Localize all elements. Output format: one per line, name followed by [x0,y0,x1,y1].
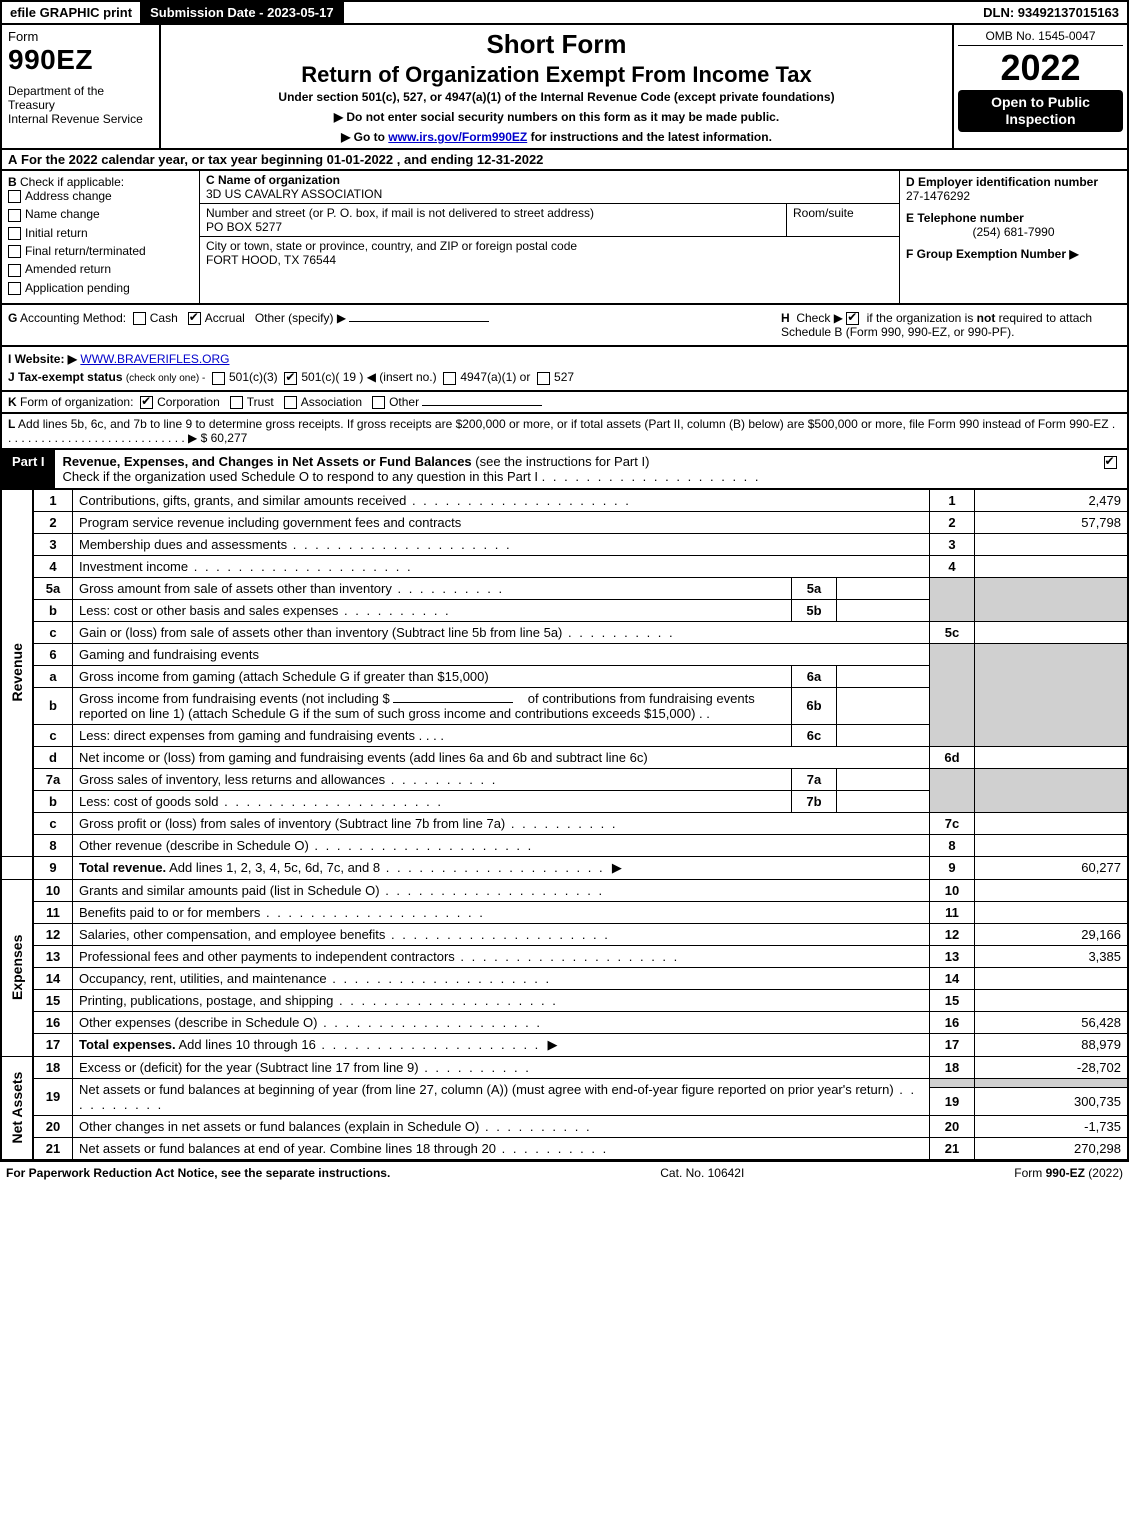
row-l: L Add lines 5b, 6c, and 7b to line 9 to … [0,412,1129,448]
group-exemption-label: F Group Exemption Number ▶ [906,247,1121,261]
tax-year: 2022 [958,50,1123,86]
ein-value: 27-1476292 [906,189,1121,203]
cb-corporation[interactable] [140,396,153,409]
line-18-value: -28,702 [975,1056,1129,1078]
cb-4947[interactable] [443,372,456,385]
line-13-value: 3,385 [975,945,1129,967]
street-value: PO BOX 5277 [206,220,780,234]
part1-label: Part I [2,450,55,488]
info-grid: B Check if applicable: Address change Na… [0,169,1129,303]
form-header: Form 990EZ Department of the Treasury In… [0,23,1129,148]
cb-501c3[interactable] [212,372,225,385]
line-20-value: -1,735 [975,1115,1129,1137]
submission-date: Submission Date - 2023-05-17 [142,2,344,23]
cb-amended-return[interactable] [8,264,21,277]
form-number: 990EZ [8,44,153,76]
form-label: Form [8,29,153,44]
ein-label: D Employer identification number [906,175,1121,189]
cb-schedule-b-not-required[interactable] [846,312,859,325]
cb-initial-return[interactable] [8,227,21,240]
cb-527[interactable] [537,372,550,385]
row-gh: G Accounting Method: Cash Accrual Other … [0,303,1129,345]
expenses-vlabel: Expenses [1,879,33,1056]
note-goto: ▶ Go to www.irs.gov/Form990EZ for instru… [169,130,944,144]
tel-label: E Telephone number [906,211,1121,225]
title-sub: Under section 501(c), 527, or 4947(a)(1)… [169,90,944,104]
lines-table: Revenue 1 Contributions, gifts, grants, … [0,488,1129,1161]
line-19-value: 300,735 [975,1087,1129,1115]
note-ssn: ▶ Do not enter social security numbers o… [169,110,944,124]
omb-number: OMB No. 1545-0047 [958,29,1123,46]
cb-trust[interactable] [230,396,243,409]
city-value: FORT HOOD, TX 76544 [206,253,893,267]
cb-cash[interactable] [133,312,146,325]
cb-other[interactable] [372,396,385,409]
dln: DLN: 93492137015163 [975,2,1127,23]
column-def: D Employer identification number 27-1476… [900,171,1127,303]
dept-treasury: Department of the Treasury Internal Reve… [8,84,153,126]
cb-schedule-o-used[interactable] [1104,456,1117,469]
room-suite-label: Room/suite [787,204,899,236]
netassets-vlabel: Net Assets [1,1056,33,1160]
line-2-value: 57,798 [975,511,1129,533]
line-17-value: 88,979 [975,1033,1129,1056]
revenue-vlabel: Revenue [1,489,33,857]
part1-header: Part I Revenue, Expenses, and Changes in… [0,448,1129,488]
column-b: B Check if applicable: Address change Na… [2,171,200,303]
column-c: C Name of organization 3D US CAVALRY ASS… [200,171,900,303]
footer-center: Cat. No. 10642I [660,1166,744,1180]
title-main: Return of Organization Exempt From Incom… [169,62,944,88]
cb-501c[interactable] [284,372,297,385]
org-name-label: C Name of organization [206,173,893,187]
row-k: K Form of organization: Corporation Trus… [0,390,1129,412]
irs-link[interactable]: www.irs.gov/Form990EZ [388,130,527,144]
part1-title: Revenue, Expenses, and Changes in Net As… [63,454,472,469]
line-3-value [975,533,1129,555]
footer-left: For Paperwork Reduction Act Notice, see … [6,1166,390,1180]
tel-value: (254) 681-7990 [906,225,1121,239]
footer-right: Form 990-EZ (2022) [1014,1166,1123,1180]
city-label: City or town, state or province, country… [206,239,893,253]
cb-final-return[interactable] [8,245,21,258]
open-public-badge: Open to Public Inspection [958,90,1123,132]
cb-name-change[interactable] [8,209,21,222]
line-9-value: 60,277 [975,856,1129,879]
line-16-value: 56,428 [975,1011,1129,1033]
part1-check-text: Check if the organization used Schedule … [63,469,539,484]
cb-accrual[interactable] [188,312,201,325]
top-bar: efile GRAPHIC print Submission Date - 20… [0,0,1129,23]
cb-association[interactable] [284,396,297,409]
row-ijk: I Website: ▶ WWW.BRAVERIFLES.ORG J Tax-e… [0,345,1129,389]
title-short-form: Short Form [169,29,944,60]
line-4-value [975,555,1129,577]
page-footer: For Paperwork Reduction Act Notice, see … [0,1161,1129,1184]
line-12-value: 29,166 [975,923,1129,945]
section-a: A For the 2022 calendar year, or tax yea… [0,148,1129,169]
line-1-value: 2,479 [975,489,1129,512]
cb-application-pending[interactable] [8,282,21,295]
org-name: 3D US CAVALRY ASSOCIATION [206,187,893,201]
website-link[interactable]: WWW.BRAVERIFLES.ORG [80,352,229,366]
cb-address-change[interactable] [8,190,21,203]
line-21-value: 270,298 [975,1137,1129,1160]
efile-print[interactable]: efile GRAPHIC print [2,2,142,23]
street-label: Number and street (or P. O. box, if mail… [206,206,780,220]
